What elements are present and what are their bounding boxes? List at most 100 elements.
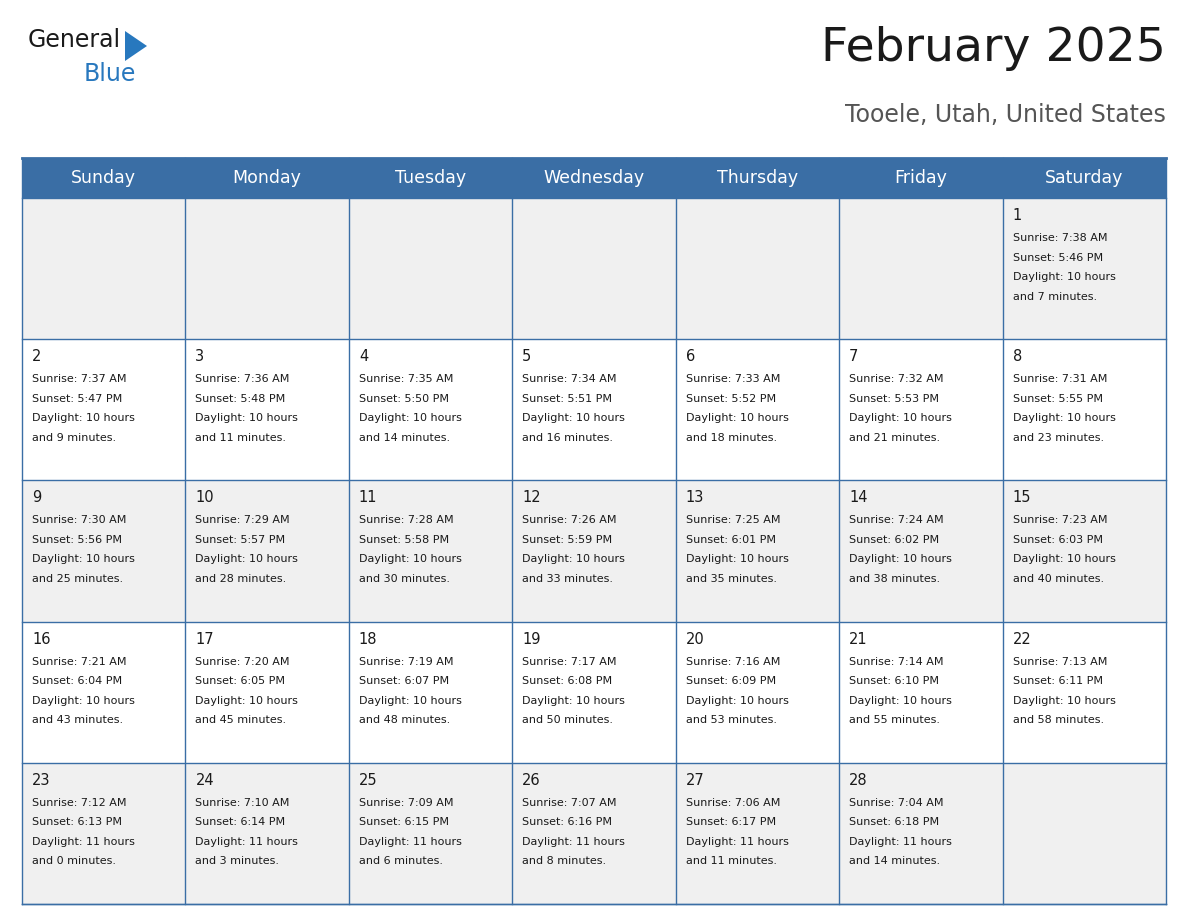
Text: Sunrise: 7:34 AM: Sunrise: 7:34 AM — [523, 375, 617, 385]
Text: General: General — [29, 28, 121, 52]
Text: Sunset: 6:13 PM: Sunset: 6:13 PM — [32, 817, 122, 827]
Text: Daylight: 10 hours: Daylight: 10 hours — [685, 696, 789, 706]
Text: Sunrise: 7:19 AM: Sunrise: 7:19 AM — [359, 656, 454, 666]
Text: Sunset: 5:57 PM: Sunset: 5:57 PM — [196, 535, 285, 545]
Text: and 23 minutes.: and 23 minutes. — [1012, 432, 1104, 442]
Text: Tooele, Utah, United States: Tooele, Utah, United States — [845, 103, 1165, 127]
Text: 13: 13 — [685, 490, 704, 506]
Text: Sunrise: 7:07 AM: Sunrise: 7:07 AM — [523, 798, 617, 808]
Text: and 14 minutes.: and 14 minutes. — [359, 432, 450, 442]
Text: Sunset: 6:08 PM: Sunset: 6:08 PM — [523, 676, 612, 686]
Text: Sunset: 6:14 PM: Sunset: 6:14 PM — [196, 817, 285, 827]
Text: 25: 25 — [359, 773, 378, 788]
Text: Daylight: 10 hours: Daylight: 10 hours — [359, 696, 462, 706]
Text: Sunset: 6:02 PM: Sunset: 6:02 PM — [849, 535, 940, 545]
Text: Daylight: 11 hours: Daylight: 11 hours — [359, 837, 462, 846]
Text: 5: 5 — [523, 349, 531, 364]
Text: Sunset: 6:07 PM: Sunset: 6:07 PM — [359, 676, 449, 686]
Text: Daylight: 10 hours: Daylight: 10 hours — [196, 413, 298, 423]
Text: 24: 24 — [196, 773, 214, 788]
Text: Thursday: Thursday — [716, 169, 798, 187]
Text: Sunrise: 7:04 AM: Sunrise: 7:04 AM — [849, 798, 943, 808]
Text: 3: 3 — [196, 349, 204, 364]
Text: Daylight: 10 hours: Daylight: 10 hours — [32, 413, 135, 423]
Polygon shape — [125, 31, 147, 61]
Text: Daylight: 11 hours: Daylight: 11 hours — [523, 837, 625, 846]
Bar — [23, 198, 1165, 339]
Text: Daylight: 11 hours: Daylight: 11 hours — [685, 837, 789, 846]
Text: Sunrise: 7:14 AM: Sunrise: 7:14 AM — [849, 656, 943, 666]
Text: Sunset: 5:58 PM: Sunset: 5:58 PM — [359, 535, 449, 545]
Text: 10: 10 — [196, 490, 214, 506]
Text: Sunrise: 7:36 AM: Sunrise: 7:36 AM — [196, 375, 290, 385]
Text: Sunrise: 7:33 AM: Sunrise: 7:33 AM — [685, 375, 781, 385]
Text: Daylight: 10 hours: Daylight: 10 hours — [1012, 272, 1116, 282]
Bar — [23, 621, 1165, 763]
Text: Sunset: 6:18 PM: Sunset: 6:18 PM — [849, 817, 940, 827]
Text: Sunset: 5:48 PM: Sunset: 5:48 PM — [196, 394, 285, 404]
Text: Sunset: 6:11 PM: Sunset: 6:11 PM — [1012, 676, 1102, 686]
Text: Daylight: 10 hours: Daylight: 10 hours — [849, 554, 952, 565]
Text: Daylight: 10 hours: Daylight: 10 hours — [196, 554, 298, 565]
Text: Sunset: 5:55 PM: Sunset: 5:55 PM — [1012, 394, 1102, 404]
Text: Daylight: 10 hours: Daylight: 10 hours — [1012, 696, 1116, 706]
Text: and 3 minutes.: and 3 minutes. — [196, 856, 279, 867]
Text: 19: 19 — [523, 632, 541, 646]
Text: Daylight: 11 hours: Daylight: 11 hours — [849, 837, 952, 846]
Text: 14: 14 — [849, 490, 867, 506]
Text: Daylight: 10 hours: Daylight: 10 hours — [685, 554, 789, 565]
Text: Sunset: 6:15 PM: Sunset: 6:15 PM — [359, 817, 449, 827]
Text: Daylight: 10 hours: Daylight: 10 hours — [359, 413, 462, 423]
Text: Daylight: 10 hours: Daylight: 10 hours — [523, 554, 625, 565]
Text: and 9 minutes.: and 9 minutes. — [32, 432, 116, 442]
Text: and 0 minutes.: and 0 minutes. — [32, 856, 116, 867]
Text: and 30 minutes.: and 30 minutes. — [359, 574, 450, 584]
Text: Sunset: 6:01 PM: Sunset: 6:01 PM — [685, 535, 776, 545]
Text: Daylight: 11 hours: Daylight: 11 hours — [32, 837, 135, 846]
Text: Sunrise: 7:37 AM: Sunrise: 7:37 AM — [32, 375, 126, 385]
Text: Sunrise: 7:06 AM: Sunrise: 7:06 AM — [685, 798, 781, 808]
Text: Sunset: 6:17 PM: Sunset: 6:17 PM — [685, 817, 776, 827]
Text: and 21 minutes.: and 21 minutes. — [849, 432, 940, 442]
Text: Monday: Monday — [233, 169, 302, 187]
Text: and 38 minutes.: and 38 minutes. — [849, 574, 940, 584]
Text: Sunrise: 7:26 AM: Sunrise: 7:26 AM — [523, 515, 617, 525]
Text: 16: 16 — [32, 632, 51, 646]
Text: and 58 minutes.: and 58 minutes. — [1012, 715, 1104, 725]
Text: Sunrise: 7:12 AM: Sunrise: 7:12 AM — [32, 798, 126, 808]
Text: 20: 20 — [685, 632, 704, 646]
Text: Saturday: Saturday — [1045, 169, 1124, 187]
Text: 15: 15 — [1012, 490, 1031, 506]
Text: Sunset: 6:05 PM: Sunset: 6:05 PM — [196, 676, 285, 686]
Text: Blue: Blue — [84, 62, 137, 86]
Text: 28: 28 — [849, 773, 867, 788]
Text: Sunset: 5:47 PM: Sunset: 5:47 PM — [32, 394, 122, 404]
Text: and 53 minutes.: and 53 minutes. — [685, 715, 777, 725]
Text: Sunrise: 7:21 AM: Sunrise: 7:21 AM — [32, 656, 126, 666]
Text: and 40 minutes.: and 40 minutes. — [1012, 574, 1104, 584]
Text: 7: 7 — [849, 349, 859, 364]
Text: Sunset: 5:56 PM: Sunset: 5:56 PM — [32, 535, 122, 545]
Bar — [23, 763, 1165, 904]
Text: Sunset: 6:04 PM: Sunset: 6:04 PM — [32, 676, 122, 686]
Text: and 18 minutes.: and 18 minutes. — [685, 432, 777, 442]
Text: Sunset: 5:50 PM: Sunset: 5:50 PM — [359, 394, 449, 404]
Text: and 45 minutes.: and 45 minutes. — [196, 715, 286, 725]
Text: Daylight: 10 hours: Daylight: 10 hours — [849, 696, 952, 706]
Text: Sunrise: 7:30 AM: Sunrise: 7:30 AM — [32, 515, 126, 525]
Text: Wednesday: Wednesday — [543, 169, 645, 187]
Text: and 28 minutes.: and 28 minutes. — [196, 574, 286, 584]
Text: and 11 minutes.: and 11 minutes. — [685, 856, 777, 867]
Text: 18: 18 — [359, 632, 378, 646]
Text: Daylight: 10 hours: Daylight: 10 hours — [196, 696, 298, 706]
Text: and 6 minutes.: and 6 minutes. — [359, 856, 443, 867]
Text: and 16 minutes.: and 16 minutes. — [523, 432, 613, 442]
Text: Sunset: 6:03 PM: Sunset: 6:03 PM — [1012, 535, 1102, 545]
Text: 4: 4 — [359, 349, 368, 364]
Text: Sunrise: 7:29 AM: Sunrise: 7:29 AM — [196, 515, 290, 525]
Bar — [23, 480, 1165, 621]
Text: Sunset: 5:46 PM: Sunset: 5:46 PM — [1012, 252, 1102, 263]
Bar — [23, 339, 1165, 480]
Text: 9: 9 — [32, 490, 42, 506]
Text: Sunset: 5:51 PM: Sunset: 5:51 PM — [523, 394, 612, 404]
